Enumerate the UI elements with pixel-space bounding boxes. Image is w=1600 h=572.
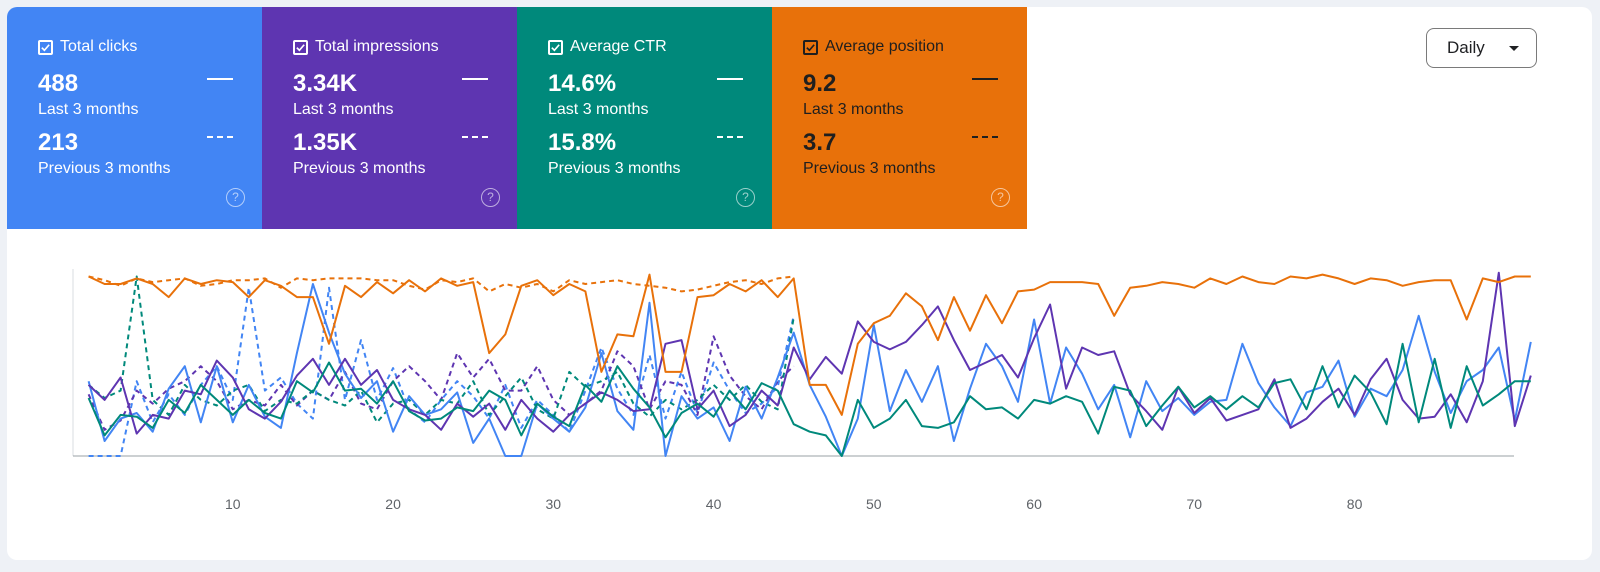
metric-value: 9.2	[803, 70, 837, 97]
help-icon[interactable]: ?	[736, 188, 755, 207]
granularity-dropdown[interactable]: Daily	[1426, 28, 1537, 68]
metric-card-average-position[interactable]: Average position 9.2 Last 3 months 3.7 Previ…	[772, 7, 1027, 229]
metric-value: 488	[38, 70, 79, 97]
x-tick-label: 10	[225, 496, 241, 512]
x-tick-label: 70	[1187, 496, 1203, 512]
metric-title-row[interactable]: Total impressions	[293, 38, 439, 56]
metric-previous-value: 15.8%	[548, 129, 617, 156]
x-tick-label: 20	[385, 496, 401, 512]
solid-line-legend-icon	[717, 78, 743, 80]
checkbox-icon[interactable]	[38, 39, 53, 55]
checkbox-icon[interactable]	[293, 39, 308, 55]
metric-title-row[interactable]: Average CTR	[548, 38, 667, 56]
metric-card-total-impressions[interactable]: Total impressions 3.34K Last 3 months 1.35K…	[262, 7, 517, 229]
dashed-line-legend-icon	[207, 136, 233, 138]
x-tick-label: 80	[1347, 496, 1363, 512]
dashed-line-legend-icon	[462, 136, 488, 138]
series-line-total-impressions-previous	[87, 335, 795, 431]
x-tick-label: 30	[546, 496, 562, 512]
series-line-total-clicks	[87, 283, 1532, 457]
series-line-average-ctr	[87, 342, 1531, 457]
metric-period-label: Last 3 months	[803, 101, 904, 118]
x-tick-label: 60	[1026, 496, 1042, 512]
solid-line-legend-icon	[462, 78, 488, 80]
solid-line-legend-icon	[207, 78, 233, 80]
help-icon[interactable]: ?	[226, 188, 245, 207]
solid-line-legend-icon	[972, 78, 998, 80]
metric-previous-period-label: Previous 3 months	[803, 160, 936, 177]
metric-card-average-ctr[interactable]: Average CTR 14.6% Last 3 months 15.8% Previo…	[517, 7, 772, 229]
help-icon[interactable]: ?	[481, 188, 500, 207]
metric-previous-value: 1.35K	[293, 129, 358, 156]
metric-title: Total clicks	[60, 38, 138, 55]
metric-card-total-clicks[interactable]: Total clicks 488 Last 3 months 213 Previous …	[7, 7, 262, 229]
metric-previous-value: 3.7	[803, 129, 837, 156]
granularity-label: Daily	[1447, 38, 1485, 57]
metric-period-label: Last 3 months	[548, 101, 649, 118]
dashed-line-legend-icon	[972, 136, 998, 138]
metric-period-label: Last 3 months	[293, 101, 394, 118]
checkbox-icon[interactable]	[548, 39, 563, 55]
metric-value: 14.6%	[548, 70, 617, 97]
x-tick-label: 40	[706, 496, 722, 512]
series-line-total-clicks-previous	[88, 286, 795, 457]
metric-title-row[interactable]: Total clicks	[38, 38, 137, 56]
metric-title: Total impressions	[315, 38, 439, 55]
checkbox-icon[interactable]	[803, 39, 818, 55]
dashed-line-legend-icon	[717, 136, 743, 138]
metric-title: Average position	[825, 38, 944, 55]
metric-cards: Total clicks 488 Last 3 months 213 Previous …	[7, 7, 1027, 229]
help-icon[interactable]: ?	[991, 188, 1010, 207]
metric-previous-period-label: Previous 3 months	[38, 160, 171, 177]
metric-period-label: Last 3 months	[38, 101, 139, 118]
x-tick-label: 50	[866, 496, 882, 512]
chevron-down-icon	[1508, 45, 1519, 51]
metric-previous-period-label: Previous 3 months	[293, 160, 426, 177]
series-line-average-position	[88, 273, 1531, 416]
metric-value: 3.34K	[293, 70, 358, 97]
metric-title-row[interactable]: Average position	[803, 38, 944, 56]
performance-chart: 10 20 30 40 50 60 70 80	[72, 269, 1532, 512]
metric-previous-period-label: Previous 3 months	[548, 160, 681, 177]
metric-title: Average CTR	[570, 38, 667, 55]
performance-panel: Total clicks 488 Last 3 months 213 Previous …	[7, 7, 1592, 560]
metric-previous-value: 213	[38, 129, 79, 156]
